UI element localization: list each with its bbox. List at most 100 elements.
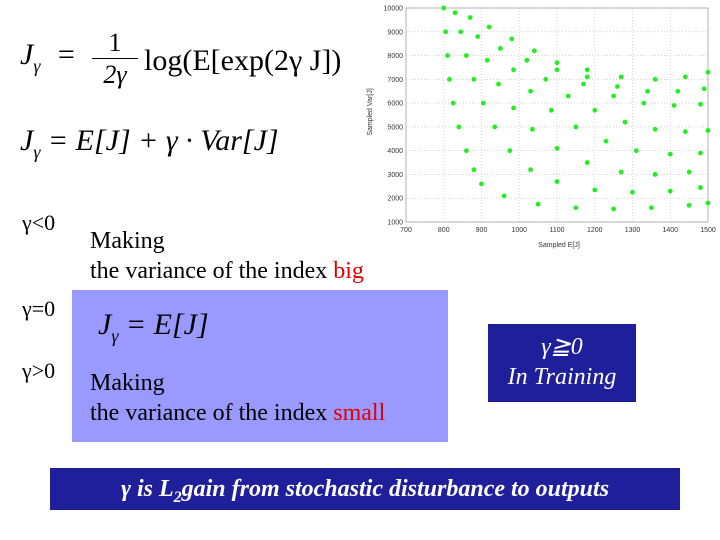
footer-prefix: γ is L (120, 476, 174, 502)
gamma-negative-line2: the variance of the index big (90, 256, 364, 286)
chart-point (554, 179, 560, 184)
chart-point (641, 100, 647, 106)
formula-2-rhs: = E[J] + γ · Var[J] (47, 124, 279, 157)
gamma-positive-emphasis: small (333, 400, 386, 426)
gamma-positive-line1: Making (90, 370, 165, 396)
chart-point (445, 53, 450, 58)
chart-point (648, 205, 654, 211)
chart-point (618, 74, 624, 80)
chart-y-tick-label: 7000 (387, 77, 403, 84)
chart-y-tick-label: 4000 (387, 148, 403, 155)
chart-point (652, 76, 658, 82)
chart-point (452, 10, 458, 16)
gamma-zero-label: γ=0 (22, 296, 56, 321)
chart-point (671, 103, 677, 108)
chart-y-tick-label: 1000 (387, 220, 403, 227)
chart-point (573, 205, 579, 211)
chart-point (652, 172, 658, 177)
gamma-negative-emphasis: big (333, 258, 364, 284)
formula-mean-variance: Jγ = E[J] + γ · Var[J] (20, 124, 279, 162)
chart-point (471, 76, 477, 82)
chart-point (581, 81, 586, 87)
chart-point (528, 167, 533, 173)
chart-point (667, 188, 673, 194)
chart-point (630, 189, 635, 195)
chart-point (447, 76, 452, 82)
chart-point (511, 67, 516, 73)
chart-point (464, 53, 469, 58)
chart-point (682, 74, 688, 80)
chart-y-tick-label: 3000 (387, 172, 403, 179)
chart-x-tick-label: 1100 (549, 227, 564, 234)
chart-point (584, 74, 590, 80)
chart-point (611, 206, 617, 212)
chart-x-axis-label: Sampled E[J] (538, 242, 580, 249)
footer-suffix: gain from stochastic disturbance to outp… (181, 476, 610, 502)
chart-x-tick-label: 700 (400, 227, 412, 234)
gamma-negative-description: Making the variance of the index big (90, 226, 364, 286)
chart-y-tick-label: 5000 (387, 124, 403, 131)
chart-point (450, 100, 456, 106)
chart-point (611, 93, 617, 99)
chart-point (705, 200, 711, 206)
chart-point (524, 57, 530, 63)
chart-point (548, 107, 554, 113)
chart-point (535, 201, 541, 207)
chart-point (496, 81, 501, 87)
chart-x-tick-label: 1300 (625, 227, 641, 234)
formula-1-fraction: 1 2γ (92, 28, 138, 91)
chart-point (475, 34, 481, 39)
gamma-positive-line2-text: the variance of the index (90, 400, 334, 426)
training-box: γ≧0 In Training (488, 324, 636, 402)
blue-panel (72, 290, 448, 442)
chart-point (501, 193, 507, 199)
chart-point (554, 67, 560, 73)
chart-point (698, 185, 703, 190)
gamma-positive-label: γ>0 (22, 358, 56, 383)
chart-point (652, 126, 658, 132)
chart-point (528, 88, 533, 94)
chart-point (480, 100, 486, 106)
chart-y-tick-label: 2000 (387, 196, 403, 203)
chart-point (686, 202, 692, 208)
gamma-negative-line2-text: the variance of the index (90, 258, 334, 284)
formula-2-lhs-subscript: γ (33, 142, 41, 162)
formula-3-lhs-subscript: γ (111, 326, 119, 346)
chart-point (686, 169, 692, 175)
formula-2-lhs: J (20, 124, 34, 157)
chart-y-tick-label: 10000 (384, 6, 404, 13)
chart-point (441, 5, 447, 11)
chart-x-tick-label: 900 (476, 227, 488, 234)
chart-point (618, 169, 624, 175)
chart-point (497, 46, 503, 51)
chart-x-tick-label: 1500 (700, 227, 716, 234)
chart-point (633, 148, 639, 154)
chart-point (565, 93, 571, 99)
chart-y-axis-label: Sampled Var[J] (367, 88, 374, 135)
chart-y-tick-label: 8000 (387, 53, 403, 60)
scatter-chart: 1000 2000 3000 4000 5000 6000 7000 8000 9000 1000… (367, 5, 716, 250)
chart-point (682, 129, 688, 135)
chart-point (486, 24, 492, 30)
chart-y-tick-label: 6000 (387, 101, 403, 108)
chart-point (458, 29, 464, 35)
chart-point (705, 69, 711, 75)
chart-point (667, 151, 673, 157)
chart-point (584, 160, 590, 165)
chart-point (530, 126, 535, 132)
chart-point (554, 60, 560, 66)
chart-point (464, 148, 469, 154)
gamma-negative-line1: Making (90, 228, 165, 254)
chart-point (698, 150, 703, 156)
chart-point (592, 187, 598, 193)
gamma-positive-description: Making the variance of the index small (90, 368, 385, 428)
footer-banner: γ is L2gain from stochastic disturbance … (50, 468, 680, 510)
formula-1-numerator: 1 (108, 28, 122, 57)
chart-point (467, 15, 473, 20)
chart-point (456, 124, 462, 130)
formula-expectation: Jγ = E[J] (98, 308, 209, 346)
gamma-negative-label: γ<0 (22, 210, 56, 235)
gamma-positive-line2: the variance of the index small (90, 398, 385, 428)
chart-point (701, 86, 707, 92)
chart-point (484, 57, 490, 63)
